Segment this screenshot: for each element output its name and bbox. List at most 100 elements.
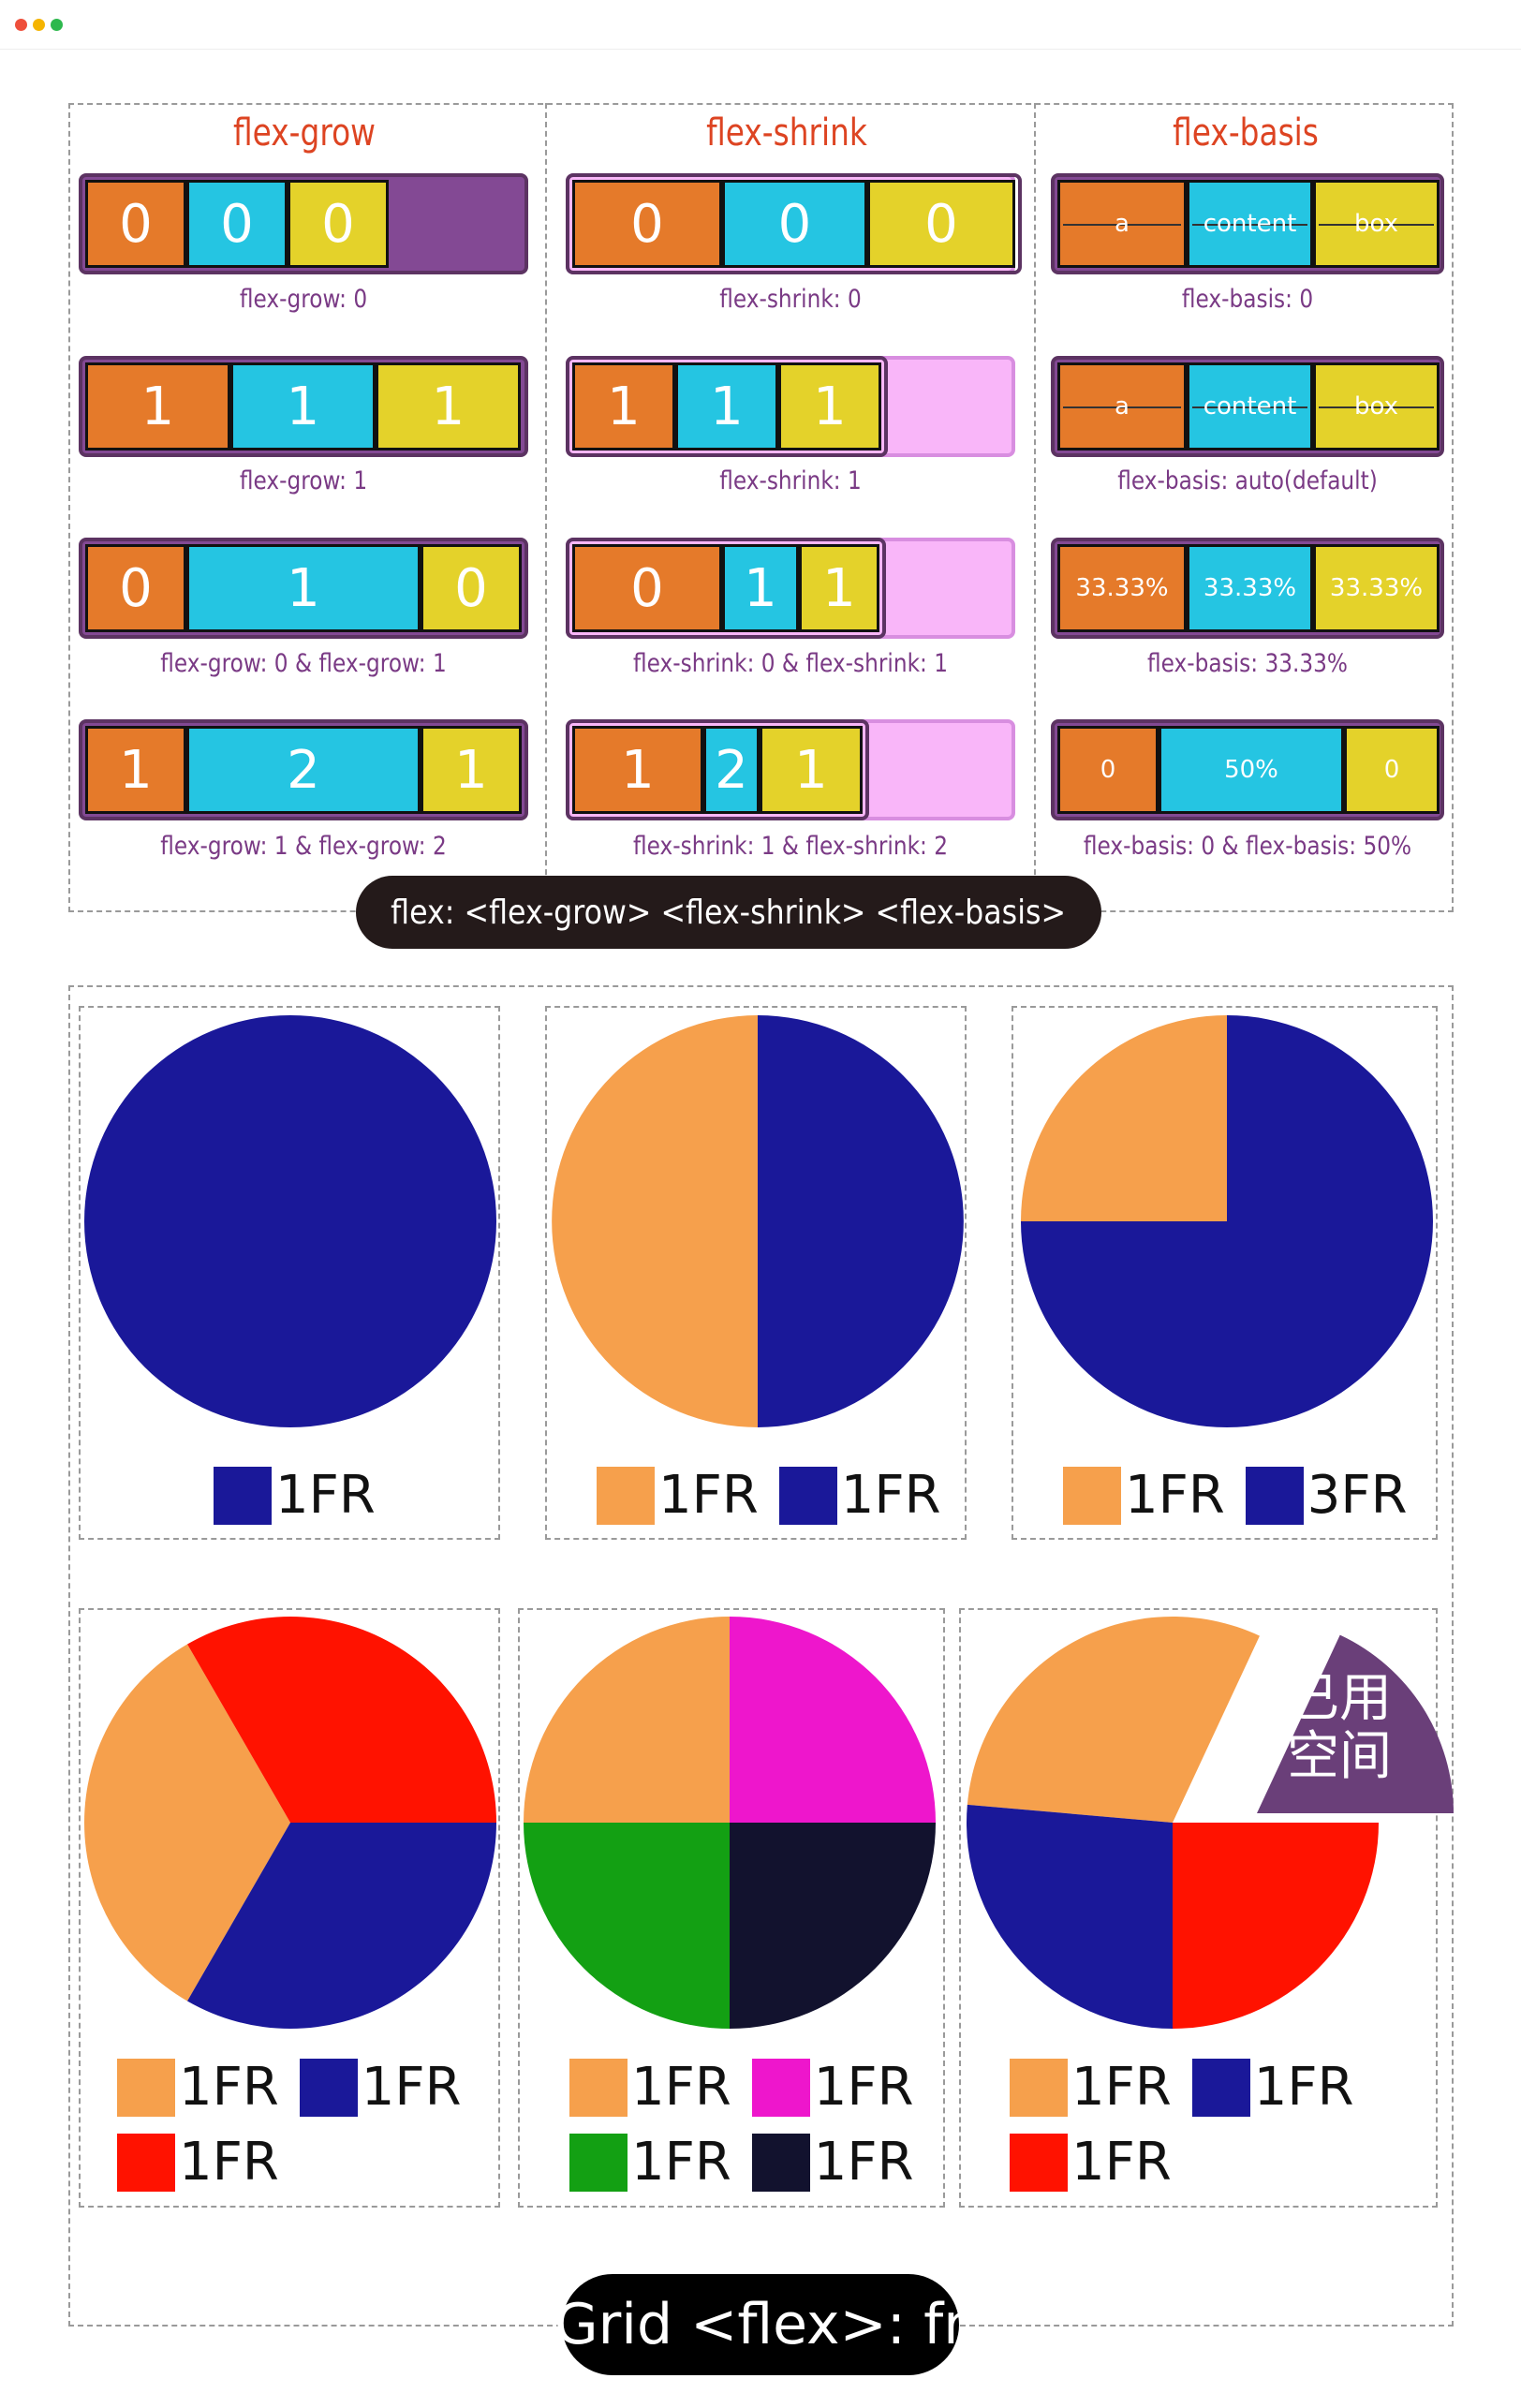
basis-arrow-icon [1319,224,1434,226]
flex-item-label: 1 [431,376,465,437]
flex-row-caption: flex-grow: 1 [239,466,368,495]
chart-legend: 1FR [1010,2134,1192,2192]
chart-legend: 1FR 1FR [117,2059,482,2117]
chart-legend: 1FR [117,2134,300,2192]
flex-item-label: 0 [924,193,958,255]
minimize-window-dot[interactable] [33,19,45,31]
flex-container: a content box [1051,356,1444,457]
flex-container: 1 1 1 [566,356,1015,457]
flex-row-caption: flex-basis: 0 [1181,285,1314,314]
legend-label: 1FR [179,2057,279,2118]
legend-label: 1FR [813,2057,914,2118]
flex-item-label: 1 [286,376,320,437]
flex-item-label: 1 [454,739,488,801]
basis-arrow-icon [1192,224,1307,226]
legend-label: 1FR [179,2132,279,2193]
legend-item: 3FR [1245,1465,1408,1526]
flex-item-label: 1 [822,557,856,619]
flex-item-label: 1 [794,739,828,801]
chart-legend: 1FR 3FR [1063,1467,1428,1525]
flex-item: content [1187,362,1313,451]
flex-row-caption: flex-shrink: 1 [719,466,862,495]
legend-swatch [1010,2059,1068,2117]
flex-row-caption: flex-shrink: 1 & flex-shrink: 2 [632,832,949,861]
flex-item: 1 [85,726,186,814]
flex-row-caption: flex-shrink: 0 [719,285,862,314]
legend-swatch [117,2134,175,2192]
legend-item: 1FR [778,1465,941,1526]
legend-item: 1FR [1010,2134,1172,2192]
legend-item: 1FR [1063,1467,1225,1525]
flex-item: 0 [867,180,1015,268]
legend-swatch [751,2059,810,2117]
flex-item-label: 1 [621,739,655,801]
flex-row-caption: flex-basis: 33.33% [1146,649,1348,678]
flex-item: 1 [186,544,421,632]
pie-chart-cell [959,1608,1438,2208]
flex-item: 0 [85,180,186,268]
pie-chart-cell [518,1608,945,2208]
grid-fr-label: Grid <flex>: fr [554,2274,967,2375]
legend-swatch [778,1467,837,1525]
flex-item: 0 [572,544,722,632]
flex-item: 1 [421,726,522,814]
legend-label: 1FR [658,1465,759,1526]
legend-label: 1FR [1253,2057,1354,2118]
legend-item: 1FR [1010,2059,1172,2117]
legend-item: 1FR [214,1467,376,1525]
flex-container: 0 1 0 [79,538,528,639]
flex-item-label: 33.33% [1203,574,1297,602]
flex-item: 1 [230,362,376,451]
flex-item-label: content [1203,392,1297,421]
flex-item-label: 33.33% [1329,574,1424,602]
legend-label: 3FR [1307,1465,1408,1526]
flex-container: 0 0 0 [79,173,528,274]
flex-item-label: 1 [140,376,175,437]
legend-swatch [1191,2059,1250,2117]
legend-label: 1FR [840,1465,941,1526]
flex-item-label: 1 [119,739,153,801]
flex-item: 0 [722,180,867,268]
flex-item-label: 0 [454,557,488,619]
close-window-dot[interactable] [15,19,27,31]
flex-item-label: 0 [630,193,664,255]
flex-item-label: a [1115,392,1130,421]
flex-row-caption: flex-shrink: 0 & flex-shrink: 1 [632,649,949,678]
legend-label: 1FR [631,2057,731,2118]
flex-column-divider [545,103,547,912]
flex-item-label: 0 [220,193,254,255]
legend-swatch [299,2059,358,2117]
chart-legend: 1FR 1FR [597,1467,962,1525]
pie-chart-cell [79,1608,500,2208]
chart-legend: 1FR 1FR [569,2134,935,2192]
legend-swatch [117,2059,175,2117]
flex-item-label: 0 [119,557,153,619]
basis-arrow-icon [1063,224,1181,226]
legend-item: 1FR [117,2059,279,2117]
flex-item-label: 0 [630,557,664,619]
legend-item: 1FR [117,2134,279,2192]
flex-item: 1 [572,362,675,451]
flex-column-divider [1034,103,1036,912]
flex-item-label: 1 [710,376,744,437]
legend-label: 1FR [813,2132,914,2193]
flex-item: 0 [1057,726,1159,814]
flex-container: 0 50% 0 [1051,719,1444,820]
flex-item-label: 0 [119,193,153,255]
legend-item: 1FR [569,2134,731,2192]
basis-arrow-icon [1063,406,1181,408]
flex-row-caption: flex-basis: 0 & flex-basis: 50% [1083,832,1412,861]
flex-item-label: content [1203,210,1297,238]
flex-item-label: 2 [715,739,748,801]
flex-item-label: 0 [1100,756,1116,784]
flex-container: 1 1 1 [79,356,528,457]
flex-item: 0 [572,180,722,268]
flex-item-label: 0 [1383,756,1400,784]
maximize-window-dot[interactable] [51,19,63,31]
flex-item: a [1057,362,1187,451]
flex-item: 2 [186,726,421,814]
chart-legend: 1FR [214,1467,396,1525]
flex-item-label: 1 [813,376,847,437]
pie-chart-cell [545,1006,967,1540]
